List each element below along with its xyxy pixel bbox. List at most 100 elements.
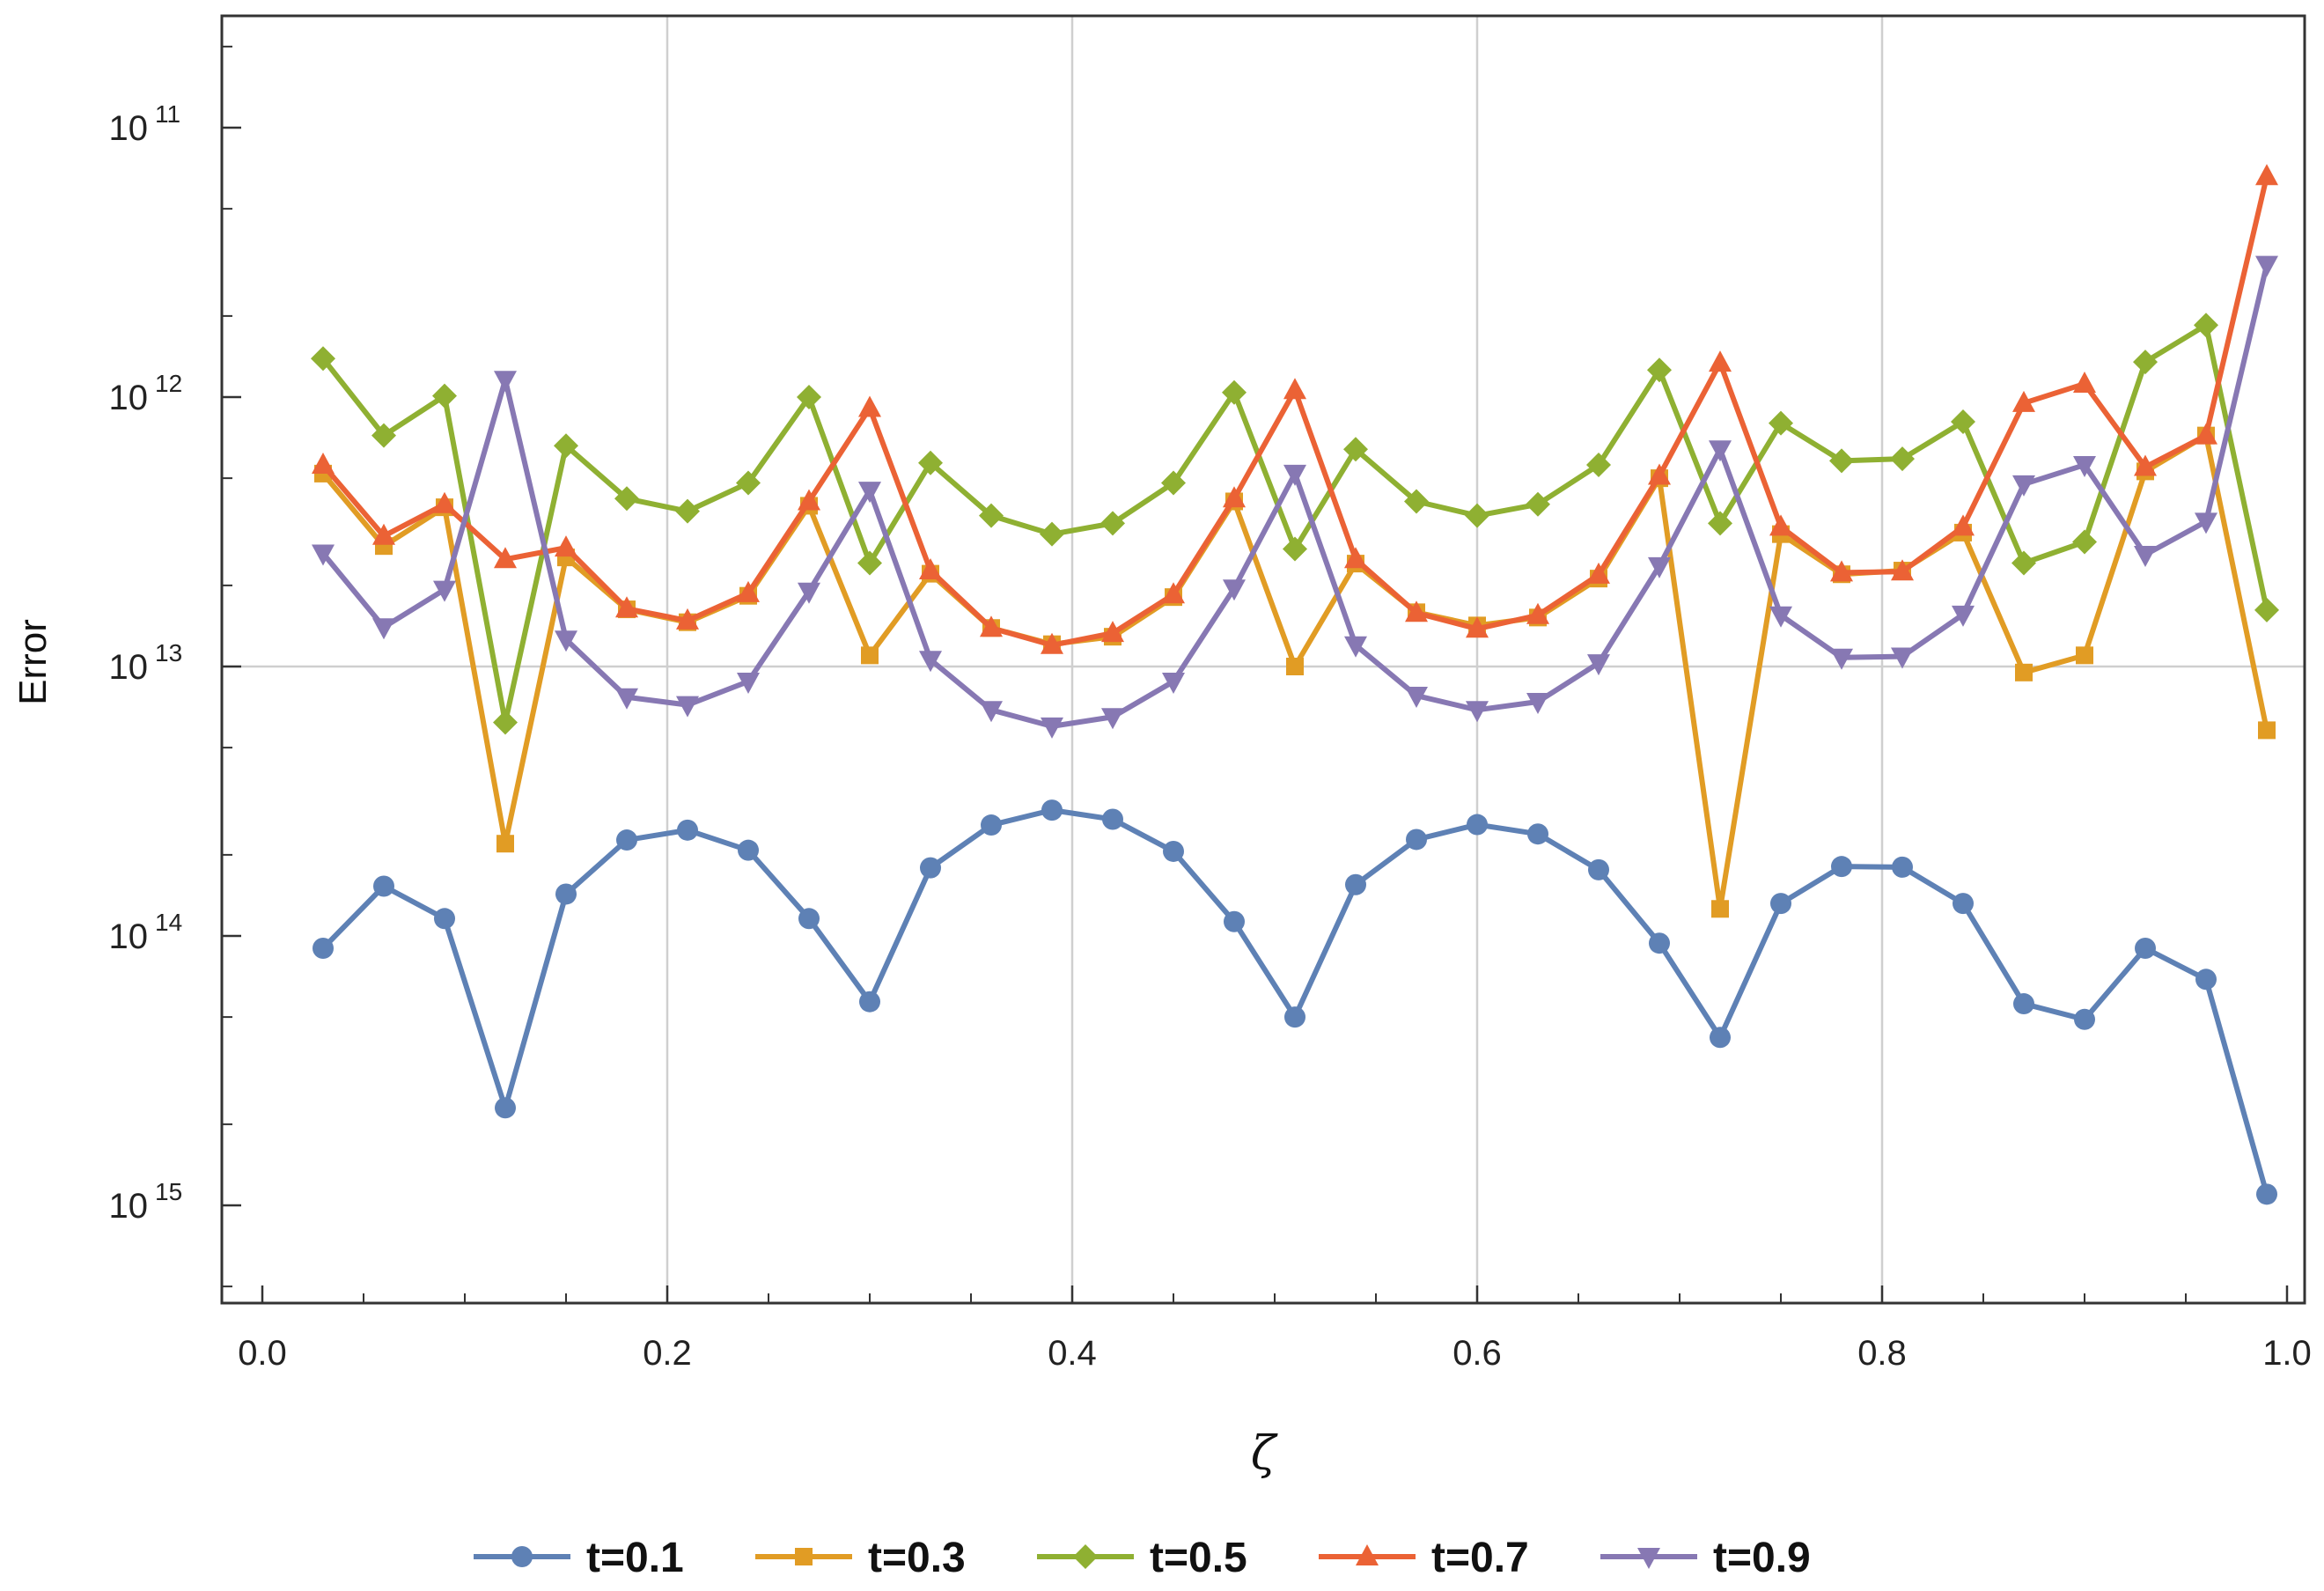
data-point — [1769, 514, 1792, 535]
series-line — [323, 810, 2267, 1194]
data-point — [1831, 856, 1852, 877]
data-point — [1649, 932, 1670, 954]
data-point — [433, 581, 456, 602]
data-point — [1041, 799, 1063, 821]
data-point — [798, 908, 820, 929]
data-point — [1769, 411, 1793, 436]
data-point — [373, 875, 394, 896]
data-point — [2135, 938, 2156, 959]
data-point — [2076, 646, 2093, 664]
data-point — [2072, 530, 2097, 555]
legend-item: t=0.1 — [474, 1535, 684, 1581]
data-point — [981, 814, 1002, 836]
data-point — [1286, 658, 1304, 675]
legend-label: t=0.3 — [868, 1535, 966, 1581]
series-2 — [314, 427, 2276, 918]
data-point — [1040, 522, 1064, 547]
data-point — [496, 835, 514, 852]
data-point — [2254, 598, 2279, 622]
data-point — [1953, 893, 1974, 914]
legend-label: t=0.7 — [1431, 1535, 1529, 1581]
data-point — [1283, 465, 1306, 486]
series-layer — [311, 164, 2279, 1204]
data-point — [1708, 511, 1732, 535]
data-point — [2133, 350, 2158, 374]
y-tick-label: 10 — [109, 1187, 149, 1226]
legend-marker — [1073, 1544, 1098, 1569]
y-tick-exponent: 12 — [155, 370, 182, 397]
data-point — [2194, 313, 2218, 337]
y-tick-label: 10 — [109, 648, 149, 687]
legend-item: t=0.9 — [1600, 1535, 1811, 1581]
legend-item: t=0.3 — [755, 1535, 966, 1581]
data-point — [2195, 969, 2217, 990]
data-point — [1284, 1006, 1305, 1028]
data-point — [2073, 372, 2096, 393]
data-point — [313, 938, 334, 959]
x-axis-title: ζ — [1251, 1427, 1278, 1480]
data-point — [1890, 446, 1915, 471]
data-point — [2011, 551, 2036, 576]
data-point — [677, 820, 698, 841]
data-point — [1709, 440, 1732, 461]
data-point — [1588, 859, 1609, 880]
data-point — [1829, 448, 1854, 473]
plot-frame — [222, 16, 2305, 1303]
legend-label: t=0.9 — [1713, 1535, 1811, 1581]
data-point — [2255, 164, 2278, 185]
series-line — [323, 265, 2267, 726]
grid-lines — [222, 16, 2305, 1303]
data-point — [2074, 1009, 2095, 1030]
data-point — [858, 396, 881, 417]
x-tick-label: 0.0 — [238, 1334, 287, 1373]
data-point — [1770, 893, 1791, 914]
data-point — [1710, 1027, 1731, 1048]
y-tick-label: 10 — [109, 917, 149, 956]
x-tick-label: 0.4 — [1048, 1334, 1097, 1373]
data-point — [1466, 701, 1489, 722]
legend-label: t=0.1 — [586, 1535, 684, 1581]
data-point — [494, 371, 517, 392]
data-point — [859, 991, 880, 1013]
data-point — [1711, 900, 1729, 917]
data-point — [2015, 664, 2033, 681]
y-tick-exponent: 13 — [155, 639, 182, 667]
data-point — [1041, 718, 1063, 739]
data-point — [2256, 1183, 2277, 1204]
data-point — [1345, 874, 1366, 895]
y-tick-exponent: 14 — [155, 909, 182, 936]
x-tick-label: 0.6 — [1452, 1334, 1502, 1373]
data-point — [1709, 350, 1732, 372]
data-point — [1283, 537, 1307, 562]
data-point — [1283, 378, 1306, 399]
data-point — [1892, 857, 1913, 878]
data-point — [738, 840, 759, 861]
data-point — [675, 499, 700, 524]
data-point — [2255, 256, 2278, 277]
y-tick-label: 10 — [109, 379, 149, 417]
data-point — [2012, 475, 2035, 497]
data-point — [312, 453, 335, 474]
data-point — [493, 711, 518, 735]
legend-item: t=0.5 — [1037, 1535, 1247, 1581]
data-point — [2013, 993, 2034, 1014]
data-point — [1224, 911, 1245, 932]
data-point — [2258, 721, 2276, 739]
data-point — [676, 696, 699, 718]
legend-label: t=0.5 — [1150, 1535, 1247, 1581]
data-point — [1952, 606, 1975, 627]
series-1 — [313, 799, 2277, 1204]
series-line — [323, 176, 2267, 645]
y-axis-title: Error — [11, 619, 55, 705]
y-tick-exponent: 11 — [155, 100, 180, 128]
data-point — [555, 535, 577, 556]
y-tick-label: 10 — [109, 109, 149, 148]
data-point — [1102, 809, 1123, 830]
data-point — [372, 618, 395, 639]
y-tick-exponent: 15 — [155, 1178, 182, 1205]
data-point — [857, 551, 882, 576]
x-tick-label: 1.0 — [2262, 1334, 2312, 1373]
x-tick-label: 0.8 — [1857, 1334, 1907, 1373]
data-point — [1527, 823, 1548, 844]
